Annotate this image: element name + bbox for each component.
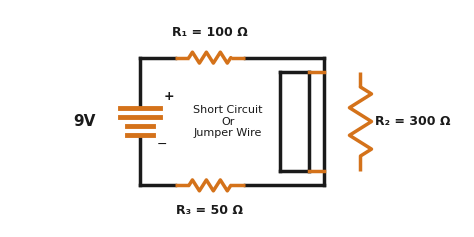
Text: 9V: 9V [73, 114, 96, 129]
Text: −: − [156, 138, 167, 151]
Text: R₃ = 50 Ω: R₃ = 50 Ω [176, 204, 243, 217]
Text: +: + [164, 90, 174, 103]
Text: Short Circuit
Or
Jumper Wire: Short Circuit Or Jumper Wire [193, 105, 263, 138]
Text: R₁ = 100 Ω: R₁ = 100 Ω [172, 26, 248, 39]
Text: R₂ = 300 Ω: R₂ = 300 Ω [375, 115, 451, 128]
